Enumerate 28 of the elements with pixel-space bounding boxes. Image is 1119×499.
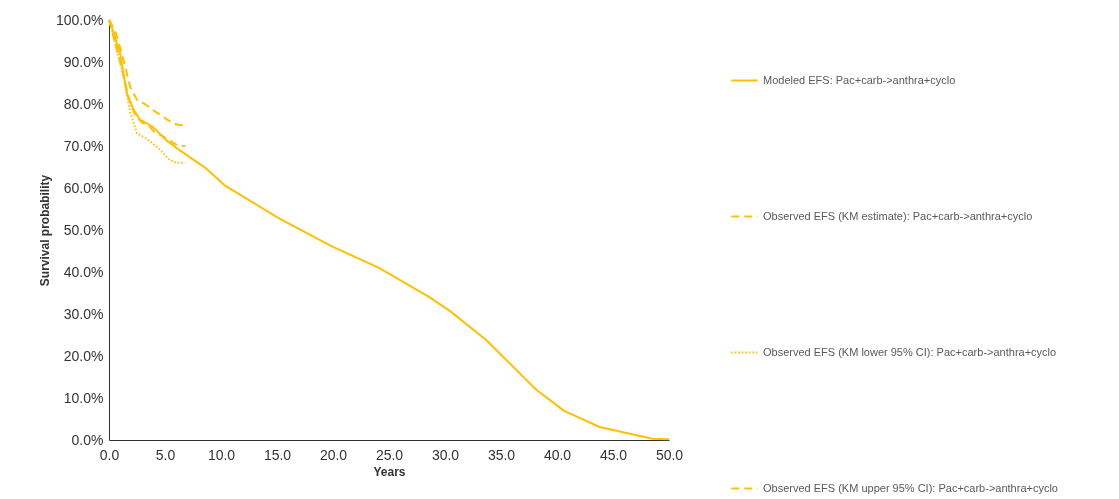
x-tick-label: 45.0	[599, 446, 628, 463]
x-tick-label: 5.0	[155, 446, 176, 463]
y-tick-label: 20.0%	[63, 347, 104, 364]
x-axis-title: Years	[373, 464, 406, 479]
x-tick-label: 0.0	[99, 446, 120, 463]
x-tick-label: 50.0	[655, 446, 684, 463]
y-tick-label: 60.0%	[63, 179, 104, 196]
y-tick-label: 30.0%	[63, 305, 104, 322]
y-tick-label: 100.0%	[56, 11, 104, 28]
legend-label: Modeled EFS: Pac+carb->anthra+cyclo	[763, 73, 956, 86]
x-tick-label: 30.0	[431, 446, 460, 463]
y-tick-label: 50.0%	[63, 221, 104, 238]
x-tick-label: 25.0	[375, 446, 404, 463]
x-tick-label: 20.0	[319, 446, 348, 463]
legend-label: Observed EFS (KM estimate): Pac+carb->anthra+cyclo	[763, 209, 1033, 222]
x-tick-label: 40.0	[543, 446, 572, 463]
legend-label: Observed EFS (KM upper 95% CI): Pac+carb->anthra+cyclo	[763, 481, 1058, 494]
x-tick-label: 15.0	[263, 446, 292, 463]
y-tick-label: 70.0%	[63, 137, 104, 154]
y-tick-label: 80.0%	[63, 95, 104, 112]
x-tick-label: 10.0	[207, 446, 236, 463]
y-tick-label: 40.0%	[63, 263, 104, 280]
y-axis-title: Survival probability	[38, 174, 53, 287]
legend-label: Observed EFS (KM lower 95% CI): Pac+carb->anthra+cyclo	[763, 345, 1057, 358]
y-tick-label: 10.0%	[63, 389, 104, 406]
x-tick-label: 35.0	[487, 446, 516, 463]
y-tick-label: 90.0%	[63, 53, 104, 70]
y-tick-label: 0.0%	[71, 431, 104, 448]
